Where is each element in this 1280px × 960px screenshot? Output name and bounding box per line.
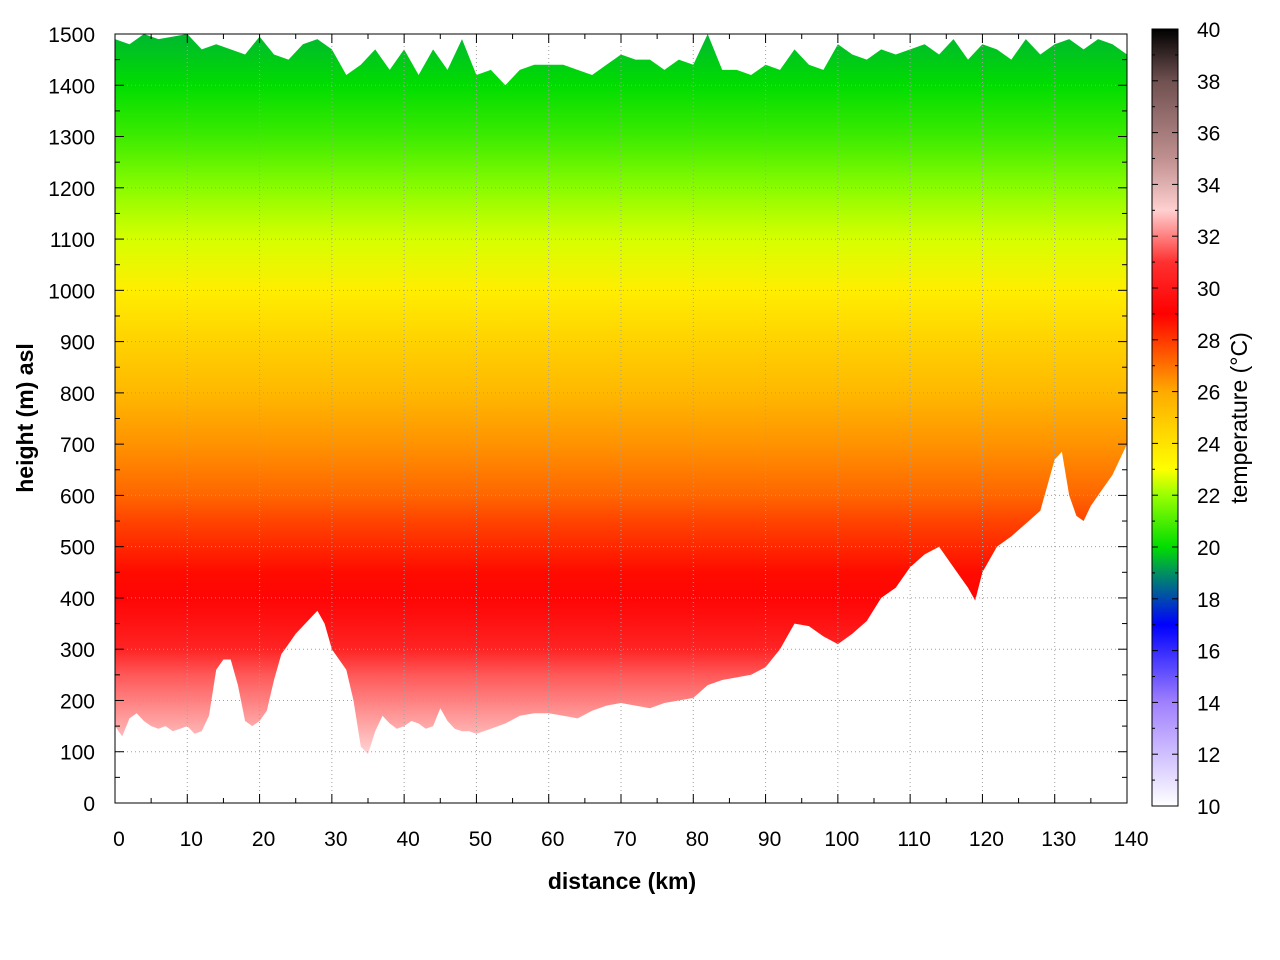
colorbar-tick-label: 16 [1197,641,1220,664]
colorbar-tick-label: 22 [1197,485,1220,508]
x-tick-label: 20 [252,828,275,851]
colorbar-tick-label: 24 [1197,433,1221,456]
colorbar-tick-label: 36 [1197,123,1220,146]
x-tick-label: 60 [541,828,564,851]
colorbar-tick-label: 38 [1197,71,1220,94]
x-tick-label: 110 [897,828,930,851]
colorbar-tick-label: 32 [1197,226,1220,249]
x-tick-label: 80 [686,828,709,851]
colorbar-title: temperature (°C) [1226,332,1252,504]
colorbar: 10 12 14 16 18 20 22 24 26 28 30 32 34 36 38 40 [1151,19,1221,819]
y-axis-title: height (m) asl [12,343,38,493]
x-tick-label: 10 [180,828,203,851]
colorbar-tick-label: 10 [1197,796,1220,819]
y-tick-label: 100 [60,742,95,765]
y-tick-label: 400 [60,588,95,611]
y-tick-label: 500 [60,537,95,560]
colorbar-tick-label: 34 [1197,174,1221,197]
x-tick-label: 40 [396,828,419,851]
y-tick-label: 1500 [48,24,95,47]
x-tick-label: 90 [758,828,781,851]
colorbar-tick-label: 28 [1197,330,1220,353]
x-tick-label: 130 [1041,828,1076,851]
y-tick-label: 900 [60,332,95,355]
x-tick-label: 0 [113,828,125,851]
y-tick-label: 700 [60,434,95,457]
colorbar-tick-label: 40 [1197,19,1220,42]
x-tick-label: 140 [1113,828,1148,851]
y-tick-label: 1100 [50,229,95,252]
y-tick-label: 800 [60,383,95,406]
y-tick-label: 1300 [48,127,95,150]
y-tick-label: 300 [60,639,95,662]
x-tick-label: 70 [613,828,636,851]
grid-lines [115,34,1127,803]
x-tick-label: 100 [824,828,859,851]
x-tick-label: 50 [469,828,492,851]
colorbar-tick-label: 26 [1197,382,1220,405]
x-axis-title: distance (km) [548,868,696,894]
axes: 0 10 20 30 40 50 60 70 80 90 100 110 120 130 140010020… [48,24,1148,851]
y-tick-label: 600 [60,485,95,508]
y-tick-label: 0 [83,793,95,816]
colorbar-tick-label: 18 [1197,589,1220,612]
colorbar-scale [1151,28,1179,807]
y-tick-label: 1400 [48,75,95,98]
colorbar-tick-label: 12 [1197,744,1220,767]
colorbar-tick-label: 30 [1197,278,1220,301]
x-tick-label: 30 [324,828,347,851]
x-tick-label: 120 [969,828,1004,851]
y-tick-label: 1000 [48,280,95,303]
colorbar-tick-label: 14 [1197,692,1221,715]
y-tick-label: 200 [60,690,95,713]
colorbar-tick-label: 20 [1197,537,1220,560]
y-tick-label: 1200 [48,178,95,201]
